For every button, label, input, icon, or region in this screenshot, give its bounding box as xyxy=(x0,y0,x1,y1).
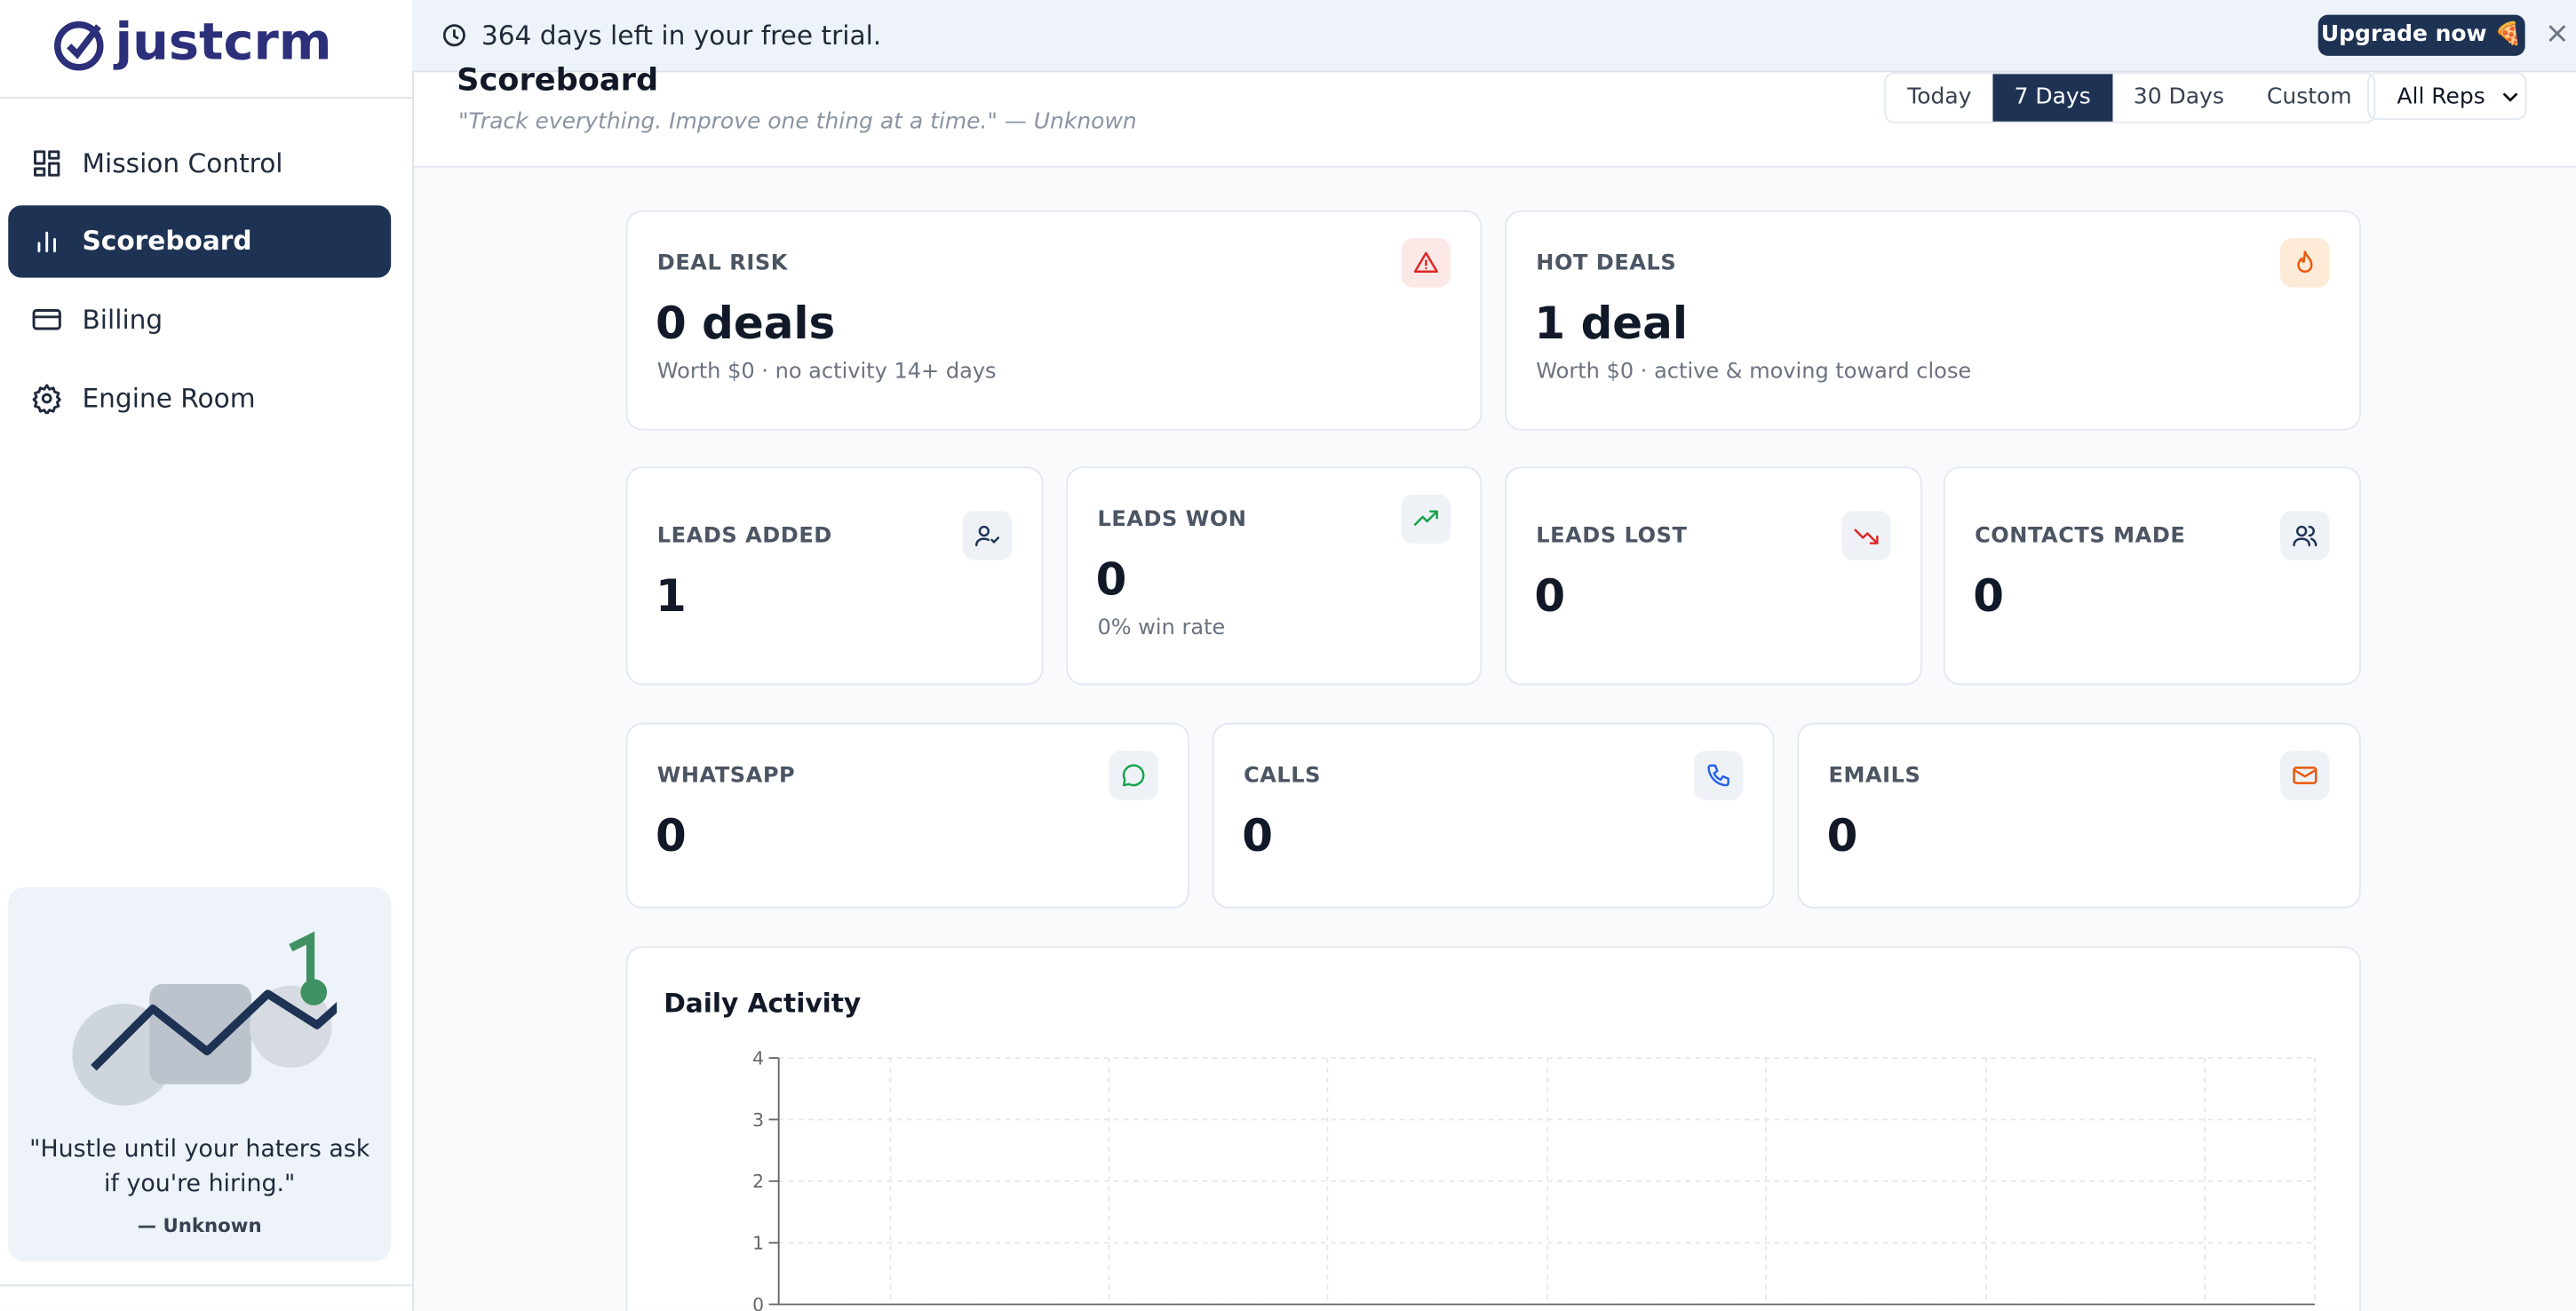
quote-card: "Hustle until your haters ask if you're … xyxy=(8,886,392,1262)
range-selector: Today 7 Days 30 Days Custom xyxy=(1884,72,2375,123)
illustration xyxy=(72,931,338,1106)
card-label: DEAL RISK xyxy=(656,250,788,276)
stat-card: LEADS ADDED 1 xyxy=(625,466,1044,686)
rep-filter[interactable]: All Reps xyxy=(2367,72,2527,121)
card-note: Worth $0 · active & moving toward close xyxy=(1536,360,1972,385)
stat-card: CALLS 0 xyxy=(1212,722,1775,909)
card-icon xyxy=(2280,238,2330,288)
nav-item[interactable]: Scoreboard xyxy=(8,204,392,277)
stat-card: LEADS WON 0 0% win rate xyxy=(1066,466,1483,686)
close-button[interactable]: × xyxy=(2544,16,2570,52)
trial-text: 364 days left in your free trial. xyxy=(481,20,882,52)
card-label: EMAILS xyxy=(1828,764,1921,789)
sidebar: justcrm "Hustle until your haters ask if… xyxy=(0,0,415,1311)
logo-text: justcrm xyxy=(115,12,332,73)
stat-card: LEADS LOST 0 xyxy=(1505,466,1922,686)
card-value: 0 xyxy=(1826,811,1858,862)
y-tick-label: 3 xyxy=(752,1109,764,1131)
y-tick-label: 2 xyxy=(752,1171,764,1192)
card-value: 1 xyxy=(655,571,687,623)
chart-title: Daily Activity xyxy=(664,987,862,1019)
nav-label: Scoreboard xyxy=(82,225,252,257)
stat-card: CONTACTS MADE 0 xyxy=(1943,466,2361,686)
nav-item[interactable]: Mission Control xyxy=(8,126,391,198)
stat-card: EMAILS 0 xyxy=(1797,722,2361,909)
card-note: 0% win rate xyxy=(1097,616,1226,641)
card-value: 0 xyxy=(1973,571,2005,623)
chart: 0 1 2 3 4 xyxy=(752,1047,2316,1311)
card-label: LEADS LOST xyxy=(1536,523,1688,549)
range-option[interactable]: Custom xyxy=(2266,83,2352,110)
quote: "Hustle until your haters ask if you're … xyxy=(29,1136,370,1198)
card-label: CALLS xyxy=(1244,764,1322,789)
card-label: WHATSAPP xyxy=(656,764,796,789)
page-subtitle: "Track everything. Improve one thing at … xyxy=(458,108,1137,135)
upgrade-button[interactable]: Upgrade now 🍕 xyxy=(2318,14,2525,56)
card-icon xyxy=(962,511,1013,560)
card-value: 1 deal xyxy=(1534,298,1689,350)
card-label: CONTACTS MADE xyxy=(1975,523,2186,549)
logo: justcrm xyxy=(52,12,332,73)
stat-card: WHATSAPP 0 xyxy=(625,722,1190,909)
y-tick-label: 0 xyxy=(752,1294,764,1311)
card-icon xyxy=(2280,751,2330,800)
y-tick-label: 1 xyxy=(752,1233,764,1254)
card-icon xyxy=(1841,511,1891,560)
card-value: 0 xyxy=(655,811,687,862)
range-option[interactable]: 30 Days xyxy=(2133,83,2224,110)
nav-label: Mission Control xyxy=(82,147,283,179)
nav-label: Billing xyxy=(82,303,163,336)
nav-item[interactable]: Billing xyxy=(8,283,391,355)
card-value: 0 xyxy=(1242,811,1273,862)
trial-banner: 364 days left in your free trial. Upgrad… xyxy=(412,0,2576,73)
range-option[interactable]: Today xyxy=(1907,83,1972,110)
card-value: 0 deals xyxy=(655,298,836,350)
card-icon xyxy=(1401,494,1451,544)
card-value: 0 xyxy=(1095,555,1127,607)
nav-label: Engine Room xyxy=(82,382,256,414)
nav-item[interactable]: Engine Room xyxy=(8,362,391,433)
card-icon xyxy=(2280,511,2330,560)
card-label: LEADS WON xyxy=(1097,507,1247,533)
card-note: Worth $0 · no activity 14+ days xyxy=(656,360,997,385)
card-label: HOT DEALS xyxy=(1536,250,1677,276)
card-label: LEADS ADDED xyxy=(656,523,832,549)
stat-card: HOT DEALS 1 deal Worth $0 · active & movin… xyxy=(1505,210,2361,431)
card-icon xyxy=(1401,238,1451,288)
chart-card: Daily Activity 0 1 2 3 4 xyxy=(625,946,2361,1311)
y-tick-label: 4 xyxy=(752,1047,764,1069)
page-title: Scoreboard xyxy=(457,62,659,99)
header: Scoreboard "Track everything. Improve on… xyxy=(414,62,2576,168)
card-icon xyxy=(1693,751,1744,800)
card-value: 0 xyxy=(1534,571,1566,623)
range-option[interactable]: 7 Days xyxy=(1992,74,2112,122)
rep-filter-text: All Reps xyxy=(2397,83,2485,110)
stat-card: DEAL RISK 0 deals Worth $0 · no activity 1… xyxy=(625,210,1483,431)
card-icon xyxy=(1109,751,1158,800)
quote-author: — Unknown xyxy=(137,1213,262,1237)
